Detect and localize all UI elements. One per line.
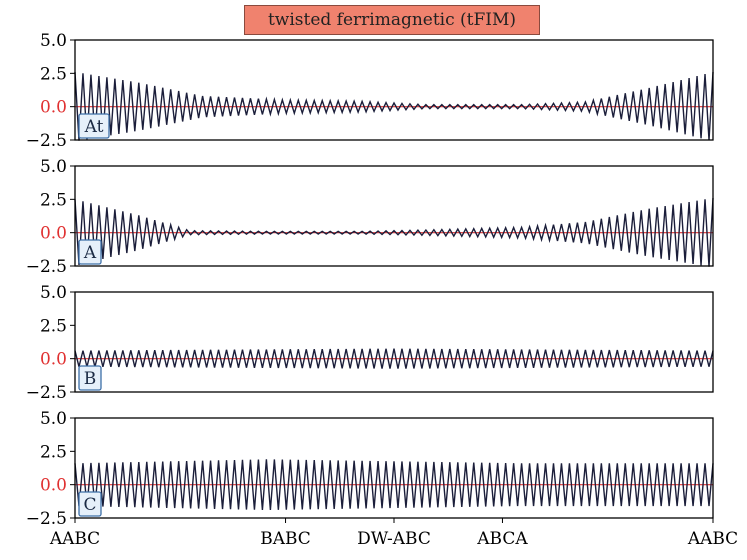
series-line-C bbox=[74, 459, 714, 510]
y-tick-label: 5.0 bbox=[40, 31, 67, 51]
x-tick-label: BABC bbox=[260, 529, 311, 549]
y-tick-label: −2.5 bbox=[26, 509, 67, 529]
panel-frame bbox=[74, 291, 714, 393]
x-tick-label: AABC bbox=[687, 529, 738, 549]
panel-frame bbox=[74, 39, 714, 141]
panel-label: At bbox=[84, 117, 104, 137]
chart-title: twisted ferrimagnetic (tFIM) bbox=[244, 5, 540, 35]
y-tick-label: 5.0 bbox=[40, 157, 67, 177]
panel-label-box bbox=[78, 491, 102, 517]
y-tick-label: −2.5 bbox=[26, 257, 67, 277]
panel-label-box bbox=[78, 239, 102, 265]
x-tick-label: DW-ABC bbox=[357, 529, 431, 549]
x-tick-label: AABC bbox=[49, 529, 100, 549]
panel-frame bbox=[74, 165, 714, 267]
panel-label-box bbox=[78, 365, 102, 391]
y-tick-label: −2.5 bbox=[26, 383, 67, 403]
y-tick-label: 2.5 bbox=[40, 190, 67, 210]
y-tick-label: −2.5 bbox=[26, 131, 67, 151]
y-tick-label: 5.0 bbox=[40, 409, 67, 429]
y-tick-label: 2.5 bbox=[40, 316, 67, 336]
y-tick-label: 0.0 bbox=[40, 476, 67, 496]
y-tick-label: 2.5 bbox=[40, 442, 67, 462]
x-tick-label: ABCA bbox=[476, 529, 528, 549]
y-tick-label: 2.5 bbox=[40, 64, 67, 84]
series-line-B bbox=[74, 348, 714, 369]
panel-label: A bbox=[83, 243, 97, 263]
y-tick-label: 0.0 bbox=[40, 350, 67, 370]
series-line-At bbox=[74, 71, 714, 141]
y-tick-label: 0.0 bbox=[40, 224, 67, 244]
panel-label: C bbox=[83, 495, 96, 515]
y-tick-label: 5.0 bbox=[40, 283, 67, 303]
series-line-A bbox=[74, 197, 714, 267]
panel-label-box bbox=[78, 113, 110, 139]
panel-label: B bbox=[84, 369, 97, 389]
y-tick-label: 0.0 bbox=[40, 98, 67, 118]
